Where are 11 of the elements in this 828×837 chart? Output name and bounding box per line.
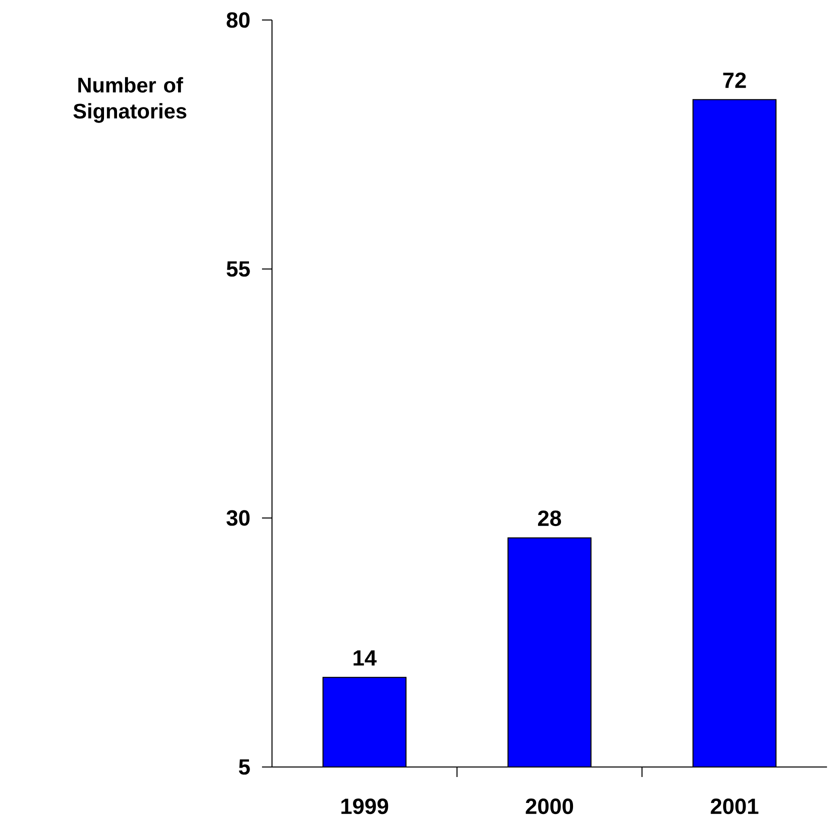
y-tick-label: 55 [226, 261, 250, 277]
data-label: 14 [354, 650, 377, 666]
data-label: 72 [723, 72, 746, 88]
data-label: 28 [538, 510, 562, 526]
x-tick-label: 2000 [526, 798, 574, 814]
x-tick-label: 2001 [711, 798, 759, 814]
x-tick-label: 1999 [342, 798, 388, 814]
y-tick-label: 80 [226, 12, 250, 28]
y-tick-label: 5 [239, 759, 250, 775]
y-tick-label: 30 [226, 510, 250, 526]
y-axis-title: Number of Signatories [74, 77, 187, 123]
